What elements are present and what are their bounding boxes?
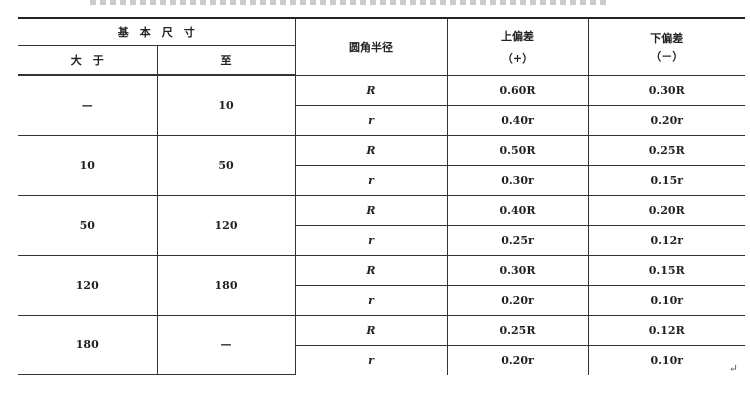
lower-deviation: 0.15r (587, 164, 745, 196)
radius-symbol: R (294, 314, 448, 346)
table-row: 180— R 0.25R 0.12R (18, 314, 745, 375)
up-to-header: 至 (156, 45, 295, 76)
cropped-text-strip (90, 0, 610, 5)
radius-header: 圆角半径 (294, 17, 448, 76)
lower-deviation: 0.20r (587, 104, 745, 136)
upper-deviation: 0.30R (446, 254, 589, 286)
size-to: 50 (156, 134, 296, 196)
radius-symbol: r (295, 344, 448, 375)
size-to: 120 (156, 194, 296, 256)
size-from: 50 (18, 194, 158, 256)
lower-deviation: 0.20R (587, 194, 745, 226)
lower-deviation: 0.25R (587, 134, 745, 166)
upper-deviation: 0.50R (446, 134, 589, 166)
size-from: — (18, 74, 158, 136)
lower-deviation: 0.30R (587, 74, 745, 106)
size-from: 10 (18, 134, 158, 196)
table-row: r 0.30r 0.15r (18, 164, 745, 196)
table-row: —10 R 0.60R 0.30R (18, 74, 745, 136)
lower-deviation: 0.10r (587, 284, 745, 316)
upper-sign: （+） (501, 51, 534, 65)
size-from: 180 (18, 314, 158, 375)
upper-deviation: 0.25R (446, 314, 589, 346)
radius-symbol: R (294, 134, 448, 166)
lower-deviation: 0.15R (587, 254, 745, 286)
lower-label: 下偏差 (650, 31, 684, 45)
return-mark: ↵ (728, 362, 738, 375)
size-to: 180 (156, 254, 296, 316)
size-to: 10 (156, 74, 296, 136)
upper-deviation: 0.25r (446, 224, 589, 256)
radius-symbol: R (294, 74, 448, 106)
greater-than-header: 大 于 (18, 45, 158, 76)
radius-symbol: R (294, 194, 448, 226)
upper-label: 上偏差 (501, 29, 534, 43)
table-row: r 0.20r 0.10r (18, 344, 745, 375)
radius-symbol: r (295, 164, 448, 196)
upper-deviation: 0.40R (446, 194, 589, 226)
radius-symbol: R (294, 254, 448, 286)
lower-deviation-header: 下偏差 （－） (587, 17, 745, 76)
tolerance-table: 基 本 尺 寸 圆角半径 上偏差 （+） 下偏差 （－） 大 于至 —10 R 0.60… (18, 17, 745, 375)
upper-deviation: 0.20r (446, 284, 589, 316)
size-to: — (156, 314, 296, 375)
table-row: r 0.25r 0.12r (18, 224, 745, 256)
table-row: 50 120 R 0.40R 0.20R (18, 194, 745, 256)
lower-sign: （－） (650, 49, 684, 63)
upper-deviation-header: 上偏差 （+） (446, 17, 589, 76)
upper-deviation: 0.40r (446, 104, 589, 136)
lower-deviation: 0.12r (587, 224, 745, 256)
upper-deviation: 0.60R (446, 74, 589, 106)
upper-deviation: 0.30r (446, 164, 589, 196)
radius-symbol: r (295, 224, 448, 256)
lower-deviation: 0.10r (587, 344, 745, 375)
table-row: 120 180 R 0.30R 0.15R (18, 254, 745, 316)
upper-deviation: 0.20r (446, 344, 589, 375)
table-row: r 0.20r 0.10r (18, 284, 745, 316)
radius-symbol: r (295, 284, 448, 316)
radius-symbol: r (295, 104, 448, 136)
size-from: 120 (18, 254, 158, 316)
table-row: 10 50 R 0.50R 0.25R (18, 134, 745, 196)
basic-size-header: 基 本 尺 寸 (18, 17, 296, 46)
lower-deviation: 0.12R (587, 314, 745, 346)
